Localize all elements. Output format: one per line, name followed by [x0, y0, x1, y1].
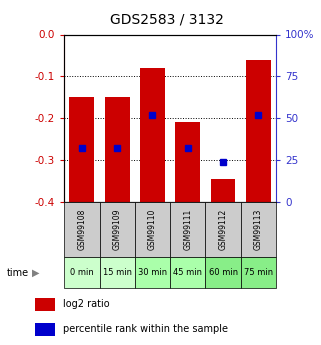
- Text: ▶: ▶: [32, 268, 39, 277]
- Text: 30 min: 30 min: [138, 268, 167, 277]
- Text: GSM99111: GSM99111: [183, 209, 192, 250]
- Bar: [175, 122, 200, 202]
- Bar: [205, 202, 241, 257]
- Text: percentile rank within the sample: percentile rank within the sample: [63, 324, 228, 334]
- Bar: [69, 97, 94, 202]
- Bar: [246, 60, 271, 202]
- Bar: [170, 257, 205, 288]
- Bar: [100, 202, 135, 257]
- Text: GDS2583 / 3132: GDS2583 / 3132: [110, 12, 224, 26]
- Bar: [241, 257, 276, 288]
- Bar: [211, 179, 235, 202]
- Bar: [35, 298, 55, 310]
- Text: GSM99108: GSM99108: [77, 209, 86, 250]
- Bar: [35, 323, 55, 336]
- Text: 75 min: 75 min: [244, 268, 273, 277]
- Bar: [100, 257, 135, 288]
- Text: GSM99113: GSM99113: [254, 209, 263, 250]
- Bar: [64, 257, 100, 288]
- Text: 15 min: 15 min: [103, 268, 132, 277]
- Bar: [135, 257, 170, 288]
- Bar: [241, 202, 276, 257]
- Text: log2 ratio: log2 ratio: [63, 299, 110, 309]
- Bar: [105, 97, 129, 202]
- Text: GSM99112: GSM99112: [219, 209, 228, 250]
- Text: 60 min: 60 min: [209, 268, 238, 277]
- Text: time: time: [6, 268, 29, 277]
- Text: GSM99109: GSM99109: [113, 209, 122, 250]
- Text: GSM99110: GSM99110: [148, 209, 157, 250]
- Bar: [170, 202, 205, 257]
- Text: 45 min: 45 min: [173, 268, 202, 277]
- Bar: [135, 202, 170, 257]
- Bar: [64, 202, 100, 257]
- Bar: [140, 68, 165, 202]
- Bar: [205, 257, 241, 288]
- Text: 0 min: 0 min: [70, 268, 94, 277]
